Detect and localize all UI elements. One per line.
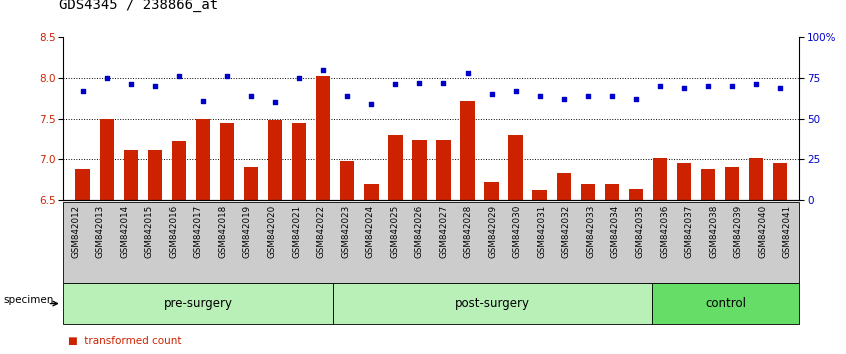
Bar — [412, 140, 426, 200]
Bar — [629, 189, 643, 200]
Point — [365, 101, 378, 107]
Text: control: control — [706, 297, 746, 310]
Bar — [340, 161, 354, 200]
Point — [701, 83, 715, 89]
Text: GSM842026: GSM842026 — [415, 205, 424, 258]
Text: GSM842036: GSM842036 — [660, 205, 669, 258]
Bar — [244, 167, 258, 200]
Bar — [388, 135, 403, 200]
Text: GSM842027: GSM842027 — [439, 205, 448, 258]
Bar — [124, 149, 138, 200]
Bar — [220, 124, 234, 200]
Text: GSM842016: GSM842016 — [169, 205, 179, 258]
Point — [413, 80, 426, 86]
Bar — [172, 141, 186, 200]
Point — [557, 96, 570, 102]
Bar — [195, 119, 210, 200]
Text: GSM842032: GSM842032 — [562, 205, 571, 258]
Point — [244, 93, 258, 99]
Text: GSM842015: GSM842015 — [145, 205, 154, 258]
Point — [581, 93, 595, 99]
Point — [388, 81, 402, 87]
Point — [172, 73, 185, 79]
Bar — [75, 169, 90, 200]
Text: GSM842013: GSM842013 — [96, 205, 105, 258]
Text: GSM842022: GSM842022 — [316, 205, 326, 258]
Text: GSM842040: GSM842040 — [758, 205, 767, 258]
Text: GSM842030: GSM842030 — [513, 205, 522, 258]
Text: pre-surgery: pre-surgery — [164, 297, 233, 310]
Text: GSM842031: GSM842031 — [537, 205, 547, 258]
Point — [750, 81, 763, 87]
Point — [268, 99, 282, 105]
Text: GSM842039: GSM842039 — [733, 205, 743, 258]
Text: GSM842037: GSM842037 — [684, 205, 694, 258]
Bar — [437, 140, 451, 200]
Bar — [460, 101, 475, 200]
Bar — [508, 135, 523, 200]
Point — [196, 98, 210, 103]
Point — [220, 73, 233, 79]
Point — [461, 70, 475, 76]
Bar — [292, 124, 306, 200]
Text: GSM842038: GSM842038 — [709, 205, 718, 258]
Point — [678, 85, 691, 91]
Bar — [316, 76, 331, 200]
Text: GSM842035: GSM842035 — [635, 205, 645, 258]
Bar — [700, 169, 715, 200]
Point — [76, 88, 90, 94]
Bar — [605, 184, 619, 200]
Bar — [485, 182, 499, 200]
Bar — [580, 184, 595, 200]
Text: ■  transformed count: ■ transformed count — [68, 336, 181, 346]
Text: GSM842025: GSM842025 — [390, 205, 399, 258]
Point — [629, 96, 643, 102]
Point — [100, 75, 113, 81]
Text: GSM842021: GSM842021 — [292, 205, 301, 258]
Bar — [557, 173, 571, 200]
Text: GSM842034: GSM842034 — [611, 205, 620, 258]
Point — [725, 83, 739, 89]
Text: post-surgery: post-surgery — [455, 297, 530, 310]
Text: specimen: specimen — [3, 295, 54, 305]
Text: GSM842029: GSM842029 — [488, 205, 497, 258]
Text: GSM842012: GSM842012 — [71, 205, 80, 258]
Text: GSM842017: GSM842017 — [194, 205, 203, 258]
Text: GDS4345 / 238866_at: GDS4345 / 238866_at — [59, 0, 218, 12]
Bar — [532, 190, 547, 200]
Text: GSM842023: GSM842023 — [341, 205, 350, 258]
Bar — [749, 158, 763, 200]
Point — [148, 83, 162, 89]
Text: GSM842019: GSM842019 — [243, 205, 252, 258]
Point — [605, 93, 618, 99]
Text: GSM842033: GSM842033 — [586, 205, 596, 258]
Bar — [100, 119, 114, 200]
Text: GSM842041: GSM842041 — [783, 205, 792, 258]
Bar — [268, 120, 283, 200]
Bar — [725, 167, 739, 200]
Bar — [677, 162, 691, 200]
Point — [485, 91, 498, 97]
Text: GSM842024: GSM842024 — [365, 205, 375, 258]
Point — [124, 81, 138, 87]
Point — [316, 67, 330, 73]
Point — [293, 75, 306, 81]
Text: GSM842014: GSM842014 — [120, 205, 129, 258]
Bar — [364, 184, 378, 200]
Bar — [653, 158, 667, 200]
Point — [653, 83, 667, 89]
Point — [340, 93, 354, 99]
Bar — [773, 162, 788, 200]
Point — [533, 93, 547, 99]
Text: GSM842028: GSM842028 — [464, 205, 473, 258]
Point — [509, 88, 523, 94]
Point — [773, 85, 787, 91]
Text: GSM842020: GSM842020 — [267, 205, 277, 258]
Bar — [148, 149, 162, 200]
Text: GSM842018: GSM842018 — [218, 205, 228, 258]
Point — [437, 80, 450, 86]
